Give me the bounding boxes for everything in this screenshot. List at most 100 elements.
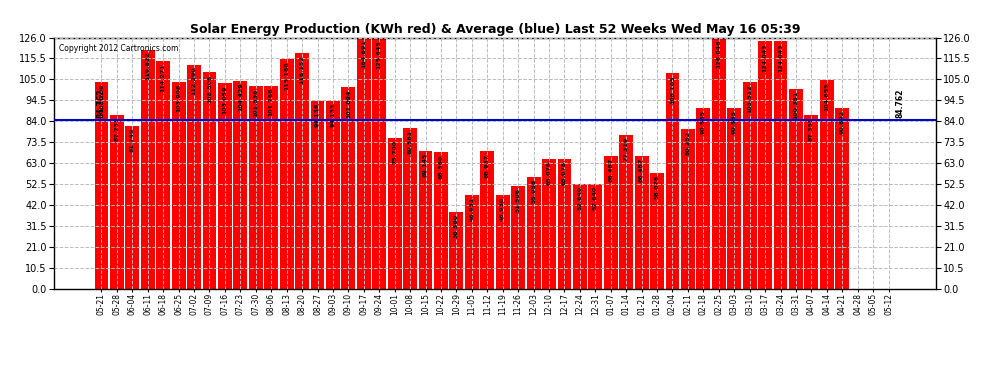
Bar [171, 81, 185, 289]
Text: 103.906: 103.906 [176, 84, 181, 112]
Bar [557, 159, 571, 289]
Text: 80.581: 80.581 [408, 130, 413, 154]
Text: 46.930: 46.930 [500, 197, 505, 221]
Text: 101.536: 101.536 [253, 88, 258, 117]
Text: 65.076: 65.076 [546, 161, 551, 185]
Text: 52.640: 52.640 [593, 186, 598, 210]
Text: 68.360: 68.360 [439, 154, 444, 178]
Title: Solar Energy Production (KWh red) & Average (blue) Last 52 Weeks Wed May 16 05:3: Solar Energy Production (KWh red) & Aver… [190, 23, 800, 36]
Text: 103.512: 103.512 [747, 84, 752, 113]
Text: 38.560: 38.560 [454, 214, 459, 238]
Text: 115.180: 115.180 [284, 61, 289, 90]
Text: 103.709: 103.709 [99, 84, 104, 112]
Text: 104.655: 104.655 [825, 82, 830, 111]
Bar [820, 80, 834, 289]
Bar [789, 88, 803, 289]
Bar [836, 108, 849, 289]
Bar [342, 87, 355, 289]
Text: 112.290: 112.290 [191, 67, 197, 95]
Text: 52.640: 52.640 [577, 186, 582, 210]
Bar [635, 156, 648, 289]
Text: 125.645: 125.645 [377, 40, 382, 69]
Text: 94.133: 94.133 [331, 103, 336, 127]
Bar [434, 152, 447, 289]
Bar [728, 108, 742, 289]
Text: 55.958: 55.958 [531, 179, 536, 203]
Bar [280, 59, 294, 289]
Text: 77.319: 77.319 [624, 136, 629, 161]
Text: 126.046: 126.046 [717, 39, 722, 68]
Text: 90.535: 90.535 [701, 110, 706, 134]
Bar [465, 195, 479, 289]
Bar [295, 53, 309, 289]
Bar [665, 73, 679, 289]
Text: 51.506: 51.506 [516, 188, 521, 212]
Bar [126, 126, 140, 289]
Bar [110, 115, 124, 289]
Bar [758, 41, 772, 289]
Bar [681, 129, 695, 289]
Text: 90.535: 90.535 [732, 110, 737, 134]
Bar [527, 177, 541, 289]
Bar [696, 108, 710, 289]
Bar [264, 86, 278, 289]
Text: 87.233: 87.233 [115, 117, 120, 141]
Text: 90.892: 90.892 [840, 110, 844, 134]
Text: 84.762: 84.762 [896, 89, 905, 118]
Text: 65.078: 65.078 [562, 161, 567, 185]
Text: 94.136: 94.136 [315, 103, 320, 127]
Text: 101.788: 101.788 [268, 88, 273, 116]
Text: 108.506: 108.506 [207, 74, 212, 103]
Bar [248, 86, 262, 289]
Bar [573, 184, 587, 289]
Text: 66.487: 66.487 [640, 158, 644, 182]
Bar [388, 138, 402, 289]
Bar [234, 81, 248, 289]
Text: 46.931: 46.931 [469, 197, 474, 221]
Bar [141, 50, 154, 289]
Bar [650, 173, 664, 289]
Text: 75.700: 75.700 [392, 140, 397, 164]
Bar [326, 101, 340, 289]
Text: Copyright 2012 Cartronics.com: Copyright 2012 Cartronics.com [58, 44, 178, 53]
Bar [419, 151, 433, 289]
Bar [356, 0, 371, 289]
Bar [372, 38, 386, 289]
Bar [604, 156, 618, 289]
Text: 103.059: 103.059 [223, 85, 228, 114]
Bar [712, 38, 726, 289]
Text: 119.822: 119.822 [146, 52, 150, 81]
Bar [805, 114, 819, 289]
Bar [218, 83, 232, 289]
Bar [773, 41, 787, 289]
Text: 164.691: 164.691 [361, 39, 366, 68]
Text: 66.487: 66.487 [608, 158, 613, 182]
Bar [480, 151, 494, 289]
Bar [403, 128, 417, 289]
Text: 58.076: 58.076 [654, 175, 659, 199]
Bar [543, 159, 556, 289]
Bar [311, 101, 325, 289]
Bar [203, 72, 217, 289]
Bar [94, 82, 108, 289]
Text: 114.271: 114.271 [160, 63, 165, 92]
Text: 87.355: 87.355 [809, 117, 814, 141]
Text: 84.762: 84.762 [96, 89, 105, 118]
Text: 108.105: 108.105 [670, 75, 675, 104]
Bar [496, 195, 510, 289]
Text: 69.145: 69.145 [423, 153, 428, 177]
Bar [619, 135, 634, 289]
Text: 68.937: 68.937 [485, 153, 490, 177]
Bar [588, 184, 602, 289]
Text: 100.351: 100.351 [793, 91, 799, 119]
Text: 80.252: 80.252 [685, 131, 690, 155]
Bar [511, 186, 525, 289]
Text: 124.043: 124.043 [762, 44, 767, 72]
Text: 104.429: 104.429 [238, 82, 243, 111]
Bar [742, 82, 756, 289]
Bar [187, 65, 201, 289]
Text: 118.152: 118.152 [300, 55, 305, 84]
Bar [156, 61, 170, 289]
Bar [449, 212, 463, 289]
Text: 124.043: 124.043 [778, 44, 783, 72]
